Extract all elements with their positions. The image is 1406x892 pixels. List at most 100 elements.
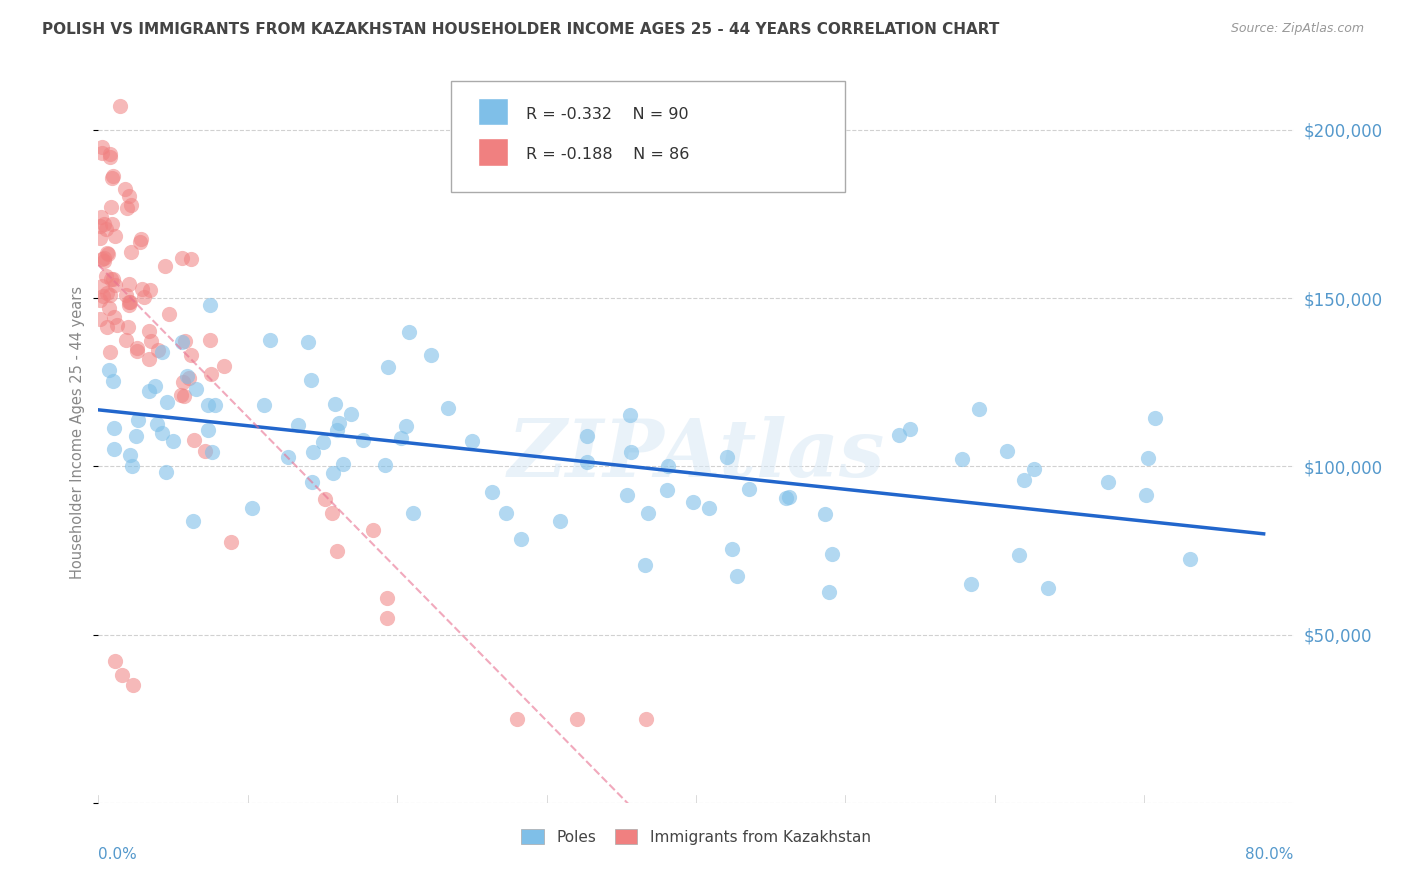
Point xyxy=(657,483,679,498)
Text: R = -0.332    N = 90: R = -0.332 N = 90 xyxy=(526,107,689,122)
Point xyxy=(548,514,571,528)
Point xyxy=(619,409,641,423)
Point xyxy=(995,444,1018,458)
Point xyxy=(117,277,139,291)
Point xyxy=(170,334,193,349)
Point xyxy=(817,584,839,599)
Point xyxy=(120,244,142,259)
Point xyxy=(96,268,118,283)
Point xyxy=(682,495,704,509)
Point xyxy=(98,150,121,164)
Point xyxy=(157,307,180,321)
Point xyxy=(200,367,222,381)
Point xyxy=(184,382,207,396)
Point xyxy=(377,359,399,374)
Point xyxy=(637,507,659,521)
Point xyxy=(402,506,425,520)
Point xyxy=(328,416,350,430)
Point xyxy=(887,427,910,442)
Point xyxy=(105,318,128,332)
Point xyxy=(738,482,761,496)
Point xyxy=(98,147,121,161)
Point xyxy=(697,501,720,516)
Point xyxy=(576,455,599,469)
Point xyxy=(104,278,127,293)
Point xyxy=(322,467,344,481)
Point xyxy=(120,198,142,212)
Point xyxy=(461,434,484,448)
Point xyxy=(181,514,204,528)
Point xyxy=(93,217,115,231)
Point xyxy=(301,475,323,489)
Point xyxy=(101,169,124,183)
Point xyxy=(634,712,657,726)
Point xyxy=(716,450,738,464)
Point xyxy=(567,712,589,726)
Point xyxy=(89,219,111,233)
Point xyxy=(150,345,173,359)
Text: 0.0%: 0.0% xyxy=(98,847,138,863)
Point xyxy=(204,398,226,412)
Point xyxy=(125,428,148,442)
Point xyxy=(100,271,122,285)
Point xyxy=(183,433,205,447)
Point xyxy=(775,491,797,505)
Point xyxy=(340,407,363,421)
Point xyxy=(96,221,118,235)
Point xyxy=(91,279,114,293)
Point xyxy=(287,418,309,433)
Point xyxy=(778,491,800,505)
Point xyxy=(1097,475,1119,490)
Point xyxy=(201,445,224,459)
Point xyxy=(173,334,195,349)
Point xyxy=(90,210,112,224)
Point xyxy=(118,298,141,312)
Point xyxy=(127,341,149,355)
Point xyxy=(950,451,973,466)
Point xyxy=(118,448,141,462)
Text: Source: ZipAtlas.com: Source: ZipAtlas.com xyxy=(1230,22,1364,36)
Point xyxy=(616,488,638,502)
Point xyxy=(314,492,336,507)
Y-axis label: Householder Income Ages 25 - 44 years: Householder Income Ages 25 - 44 years xyxy=(70,286,86,579)
Point xyxy=(321,506,343,520)
Point xyxy=(240,501,263,516)
Point xyxy=(576,429,599,443)
Point xyxy=(200,298,222,312)
Point xyxy=(128,235,150,250)
Point xyxy=(103,310,125,324)
Point xyxy=(395,419,418,434)
Point xyxy=(96,245,118,260)
Point xyxy=(725,569,748,583)
Point xyxy=(180,348,202,362)
Point xyxy=(481,485,503,500)
Point xyxy=(1136,450,1159,465)
Point xyxy=(1022,462,1045,476)
Point xyxy=(97,363,120,377)
Point xyxy=(101,217,124,231)
Legend: Poles, Immigrants from Kazakhstan: Poles, Immigrants from Kazakhstan xyxy=(515,822,877,851)
Point xyxy=(967,401,990,416)
Text: R = -0.188    N = 86: R = -0.188 N = 86 xyxy=(526,147,689,162)
Point xyxy=(375,611,398,625)
Point xyxy=(634,558,657,573)
Point xyxy=(108,99,131,113)
Point xyxy=(103,421,125,435)
Point xyxy=(103,442,125,456)
Text: 80.0%: 80.0% xyxy=(1246,847,1294,863)
Point xyxy=(960,577,983,591)
Point xyxy=(156,395,179,409)
Point xyxy=(170,251,193,265)
Point xyxy=(509,533,531,547)
Point xyxy=(352,434,374,448)
Point xyxy=(179,371,201,385)
Point xyxy=(122,678,145,692)
Point xyxy=(138,352,160,367)
Point xyxy=(129,232,152,246)
Point xyxy=(117,201,139,215)
Point xyxy=(90,252,112,266)
Point xyxy=(138,384,160,398)
Point xyxy=(219,535,242,549)
Point xyxy=(93,289,115,303)
Point xyxy=(93,254,115,268)
